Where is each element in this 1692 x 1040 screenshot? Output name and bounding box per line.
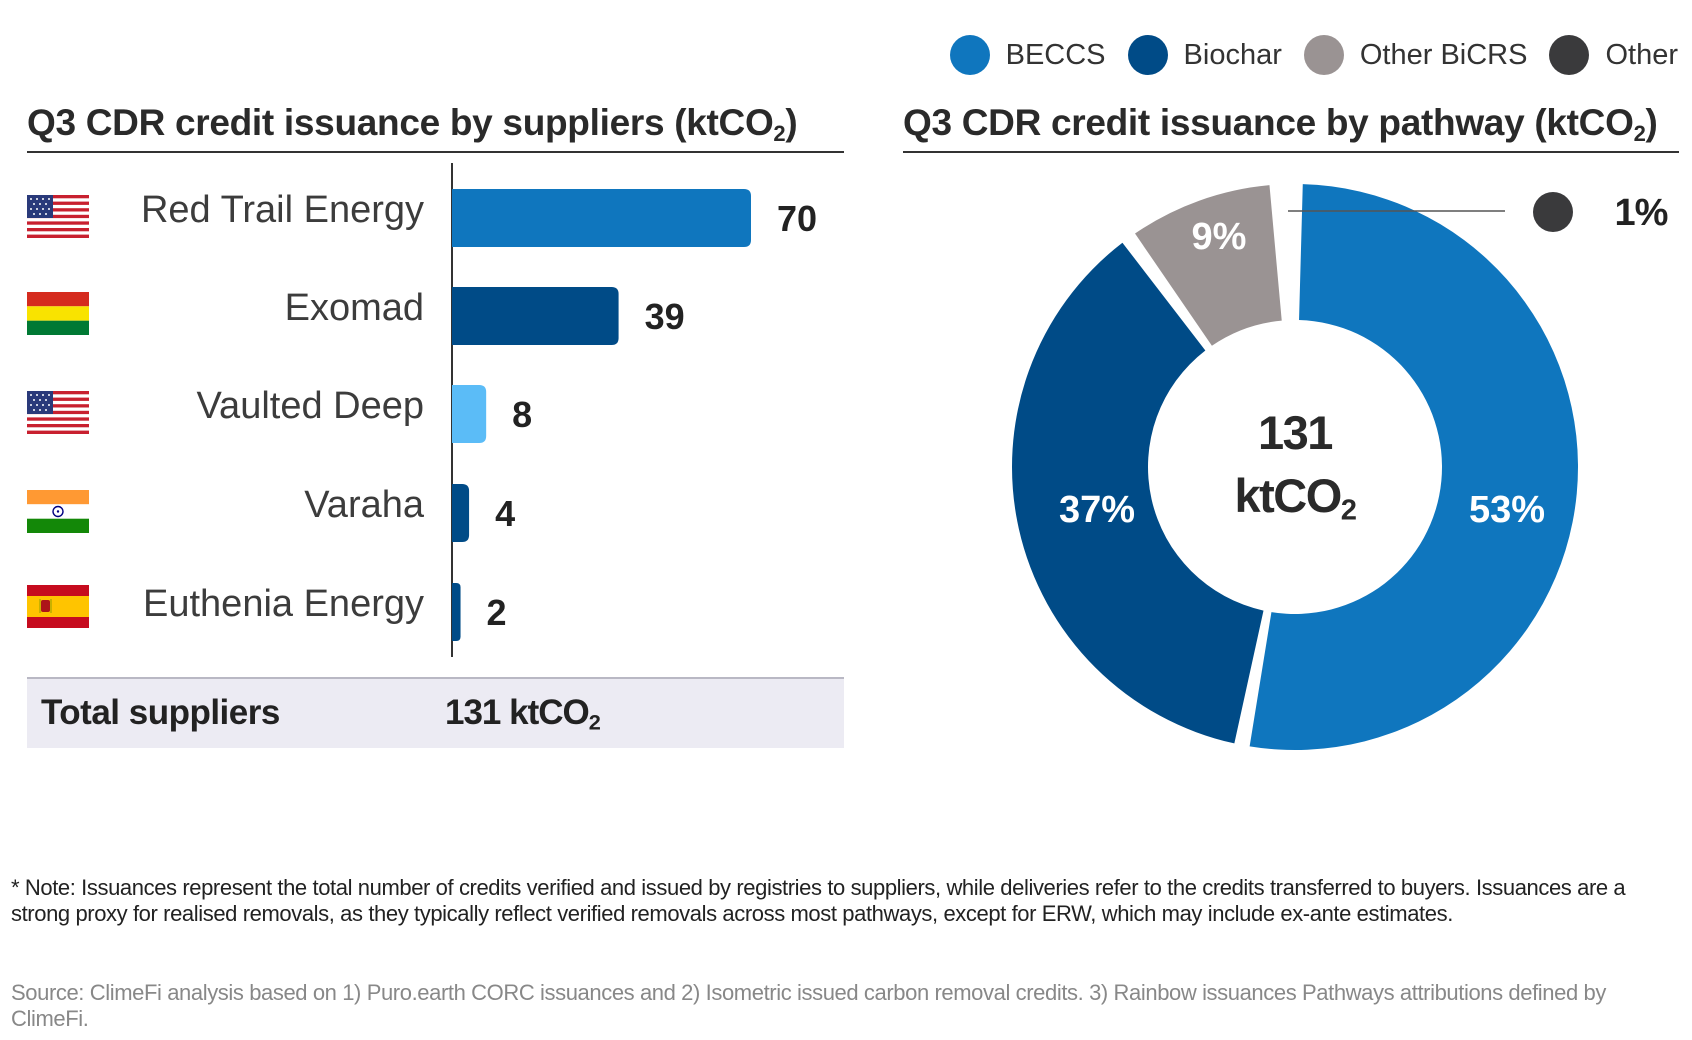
legend-label-other: Other — [1605, 38, 1678, 71]
legend-swatch-biochar — [1127, 35, 1168, 75]
pathway-title-rule — [903, 151, 1679, 153]
donut-slice-biochar — [1012, 242, 1264, 744]
total-suppliers-row: Total suppliers 131 ktCO2 — [27, 677, 844, 748]
bar-exomad — [452, 287, 619, 345]
bolivia-flag-icon — [27, 292, 89, 335]
donut-label-biochar: 37% — [1059, 489, 1135, 531]
legend-item-biochar: Biochar — [1127, 35, 1282, 75]
bar-euthenia-energy — [452, 583, 461, 641]
legend-label-beccs: BECCS — [1005, 38, 1106, 71]
donut-slice-other-bicrs — [1135, 185, 1282, 346]
legend-label-other-bicrs: Other BiCRS — [1359, 38, 1528, 71]
supplier-label-vaulted-deep: Vaulted Deep — [196, 385, 424, 427]
suppliers-title-rule — [27, 151, 844, 153]
donut-center-value: 131 — [1258, 406, 1333, 459]
donut-center-unit-subscript: 2 — [1340, 494, 1357, 527]
supplier-label-exomad: Exomad — [284, 287, 424, 329]
donut-label-beccs: 53% — [1469, 489, 1545, 531]
bar-red-trail-energy — [452, 189, 751, 247]
suppliers-title-text: Q3 CDR credit issuance by suppliers (ktC… — [27, 102, 774, 143]
donut-label-other: 1% — [1615, 192, 1668, 234]
supplier-label-varaha: Varaha — [304, 484, 424, 526]
suppliers-chart-title: Q3 CDR credit issuance by suppliers (ktC… — [27, 102, 798, 147]
spain-flag-icon — [27, 585, 89, 628]
total-value-text: 131 ktCO — [445, 693, 590, 732]
pathway-title-text: Q3 CDR credit issuance by pathway (ktCO — [903, 102, 1634, 143]
legend-item-other: Other — [1549, 35, 1678, 75]
total-value-subscript: 2 — [588, 709, 601, 735]
footnote: * Note: Issuances represent the total nu… — [11, 875, 1626, 926]
pathway-title-close: ) — [1645, 102, 1658, 143]
suppliers-title-subscript: 2 — [773, 121, 786, 146]
bar-value-label: 8 — [512, 394, 532, 435]
total-suppliers-value: 131 ktCO2 — [445, 693, 601, 735]
legend-swatch-other — [1549, 35, 1590, 75]
donut-label-other-bicrs: 9% — [1192, 216, 1247, 258]
legend-item-beccs: BECCS — [949, 35, 1106, 75]
donut-center-unit: ktCO2 — [1150, 468, 1440, 527]
donut-center-unit-text: ktCO — [1234, 469, 1343, 522]
us-flag-icon — [27, 391, 89, 434]
bar-value-label: 70 — [777, 198, 817, 239]
pathway-chart-title: Q3 CDR credit issuance by pathway (ktCO2… — [903, 102, 1658, 147]
legend-item-other-bicrs: Other BiCRS — [1303, 35, 1528, 75]
source-note: Source: ClimeFi analysis based on 1) Pur… — [11, 980, 1606, 1031]
us-flag-icon — [27, 195, 89, 238]
suppliers-title-close: ) — [785, 102, 798, 143]
bar-value-label: 39 — [645, 296, 685, 337]
legend-swatch-other-bicrs — [1303, 35, 1344, 75]
legend-label-biochar: Biochar — [1183, 38, 1282, 71]
total-suppliers-label: Total suppliers — [41, 693, 280, 732]
donut-slice-other — [1533, 192, 1573, 232]
bar-varaha — [452, 484, 470, 542]
bar-vaulted-deep — [452, 385, 487, 443]
pathway-title-subscript: 2 — [1633, 121, 1646, 146]
legend-swatch-beccs — [949, 35, 990, 75]
pathway-donut-chart: 53% 37% 9% 1% — [1012, 184, 1669, 751]
bar-value-label: 4 — [495, 493, 515, 534]
suppliers-bar-chart: 70 39 8 4 2 — [452, 189, 817, 641]
bar-value-label: 2 — [487, 592, 507, 633]
supplier-label-euthenia-energy: Euthenia Energy — [143, 583, 424, 625]
supplier-label-red-trail-energy: Red Trail Energy — [140, 189, 424, 231]
donut-slice-beccs — [1249, 184, 1579, 751]
india-flag-icon — [27, 490, 89, 533]
chart-legend: BECCS Biochar Other BiCRS Other — [949, 30, 1678, 80]
